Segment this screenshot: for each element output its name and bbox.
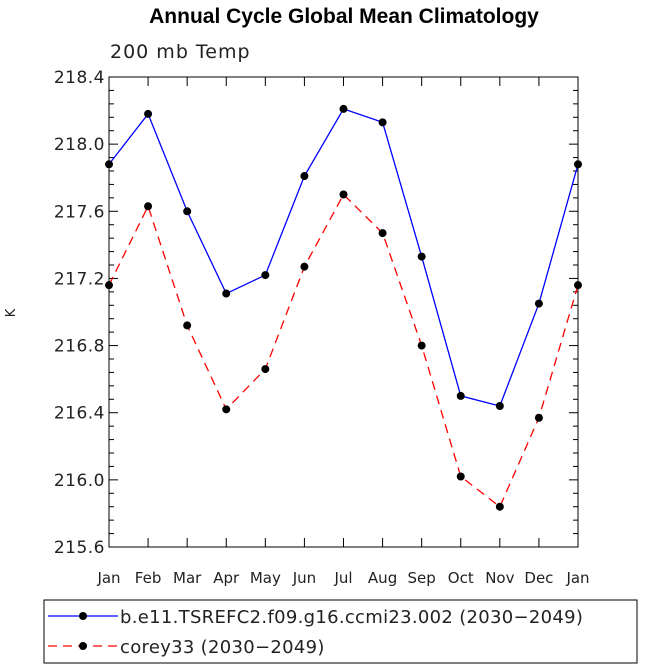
x-tick-label: Jul	[333, 569, 352, 587]
x-tick-label: Oct	[448, 569, 474, 587]
legend-marker-2	[79, 642, 87, 650]
data-point-series-1	[222, 289, 231, 298]
chart-title: Annual Cycle Global Mean Climatology	[149, 5, 539, 28]
y-tick-label: 218.4	[54, 68, 105, 88]
data-point-series-1	[495, 402, 504, 410]
data-point-series-1	[105, 160, 113, 169]
data-point-series-2	[300, 262, 309, 271]
data-point-series-2	[378, 229, 387, 238]
data-point-series-2	[261, 365, 270, 374]
x-tick-label: Aug	[368, 569, 397, 587]
data-point-series-2	[495, 502, 504, 511]
x-tick-label: Jun	[292, 569, 316, 587]
data-point-series-1	[339, 104, 348, 113]
y-tick-label: 218.0	[54, 135, 105, 155]
legend-box	[43, 599, 638, 664]
data-point-series-1	[144, 109, 153, 118]
data-point-series-2	[534, 413, 543, 422]
x-tick-label: Nov	[485, 569, 514, 587]
y-axis-label: K	[4, 308, 19, 317]
data-point-series-1	[456, 391, 465, 400]
y-tick-label: 217.2	[54, 269, 105, 289]
y-tick-labels: 215.6 216.0 216.4 216.8 217.2 217.6 218.0 218.4	[54, 68, 105, 558]
series-markers	[105, 104, 582, 511]
data-point-series-1	[300, 172, 309, 181]
series-line-1	[108, 108, 579, 407]
data-point-series-2	[183, 321, 192, 330]
data-point-series-1	[534, 299, 543, 308]
y-tick-label: 216.8	[54, 337, 105, 357]
legend: b.e11.TSREFC2.f09.g16.ccmi23.002 (2030−2…	[48, 607, 583, 658]
x-tick-labels: Jan Feb Mar Apr May Jun Jul Aug Sep Oct Nov Dec Jan	[96, 569, 589, 587]
series-line-2	[108, 193, 579, 508]
data-point-series-2	[417, 341, 426, 350]
y-tick-label: 216.4	[54, 404, 105, 424]
x-tick-label: May	[250, 569, 281, 587]
axis-ticks	[108, 76, 579, 548]
data-point-series-2	[574, 281, 582, 290]
plot-frame	[108, 76, 579, 548]
data-point-series-2	[222, 405, 231, 414]
data-point-series-1	[574, 160, 582, 169]
data-point-series-2	[144, 202, 153, 211]
data-point-series-1	[261, 271, 270, 280]
x-tick-label: Dec	[524, 569, 553, 587]
legend-label-1: b.e11.TSREFC2.f09.g16.ccmi23.002 (2030−2…	[120, 607, 583, 628]
y-tick-label: 217.6	[54, 202, 105, 222]
x-tick-label: Jan	[96, 569, 120, 587]
chart-subtitle: 200 mb Temp	[110, 41, 251, 63]
data-point-series-1	[183, 207, 192, 216]
legend-label-2: corey33 (2030−2049)	[120, 637, 325, 658]
data-point-series-2	[456, 472, 465, 481]
series-lines	[108, 108, 579, 508]
data-point-series-1	[417, 252, 426, 261]
x-tick-label: Apr	[213, 569, 240, 587]
data-point-series-1	[378, 118, 387, 127]
legend-marker-1	[79, 612, 87, 620]
data-point-series-2	[339, 190, 348, 199]
x-tick-label: Mar	[173, 569, 202, 587]
y-tick-label: 215.6	[54, 538, 105, 558]
x-tick-label: Sep	[408, 569, 436, 587]
data-point-series-2	[105, 281, 113, 290]
y-tick-label: 216.0	[54, 471, 105, 491]
x-tick-label: Feb	[135, 569, 162, 587]
x-tick-label: Jan	[565, 569, 589, 587]
